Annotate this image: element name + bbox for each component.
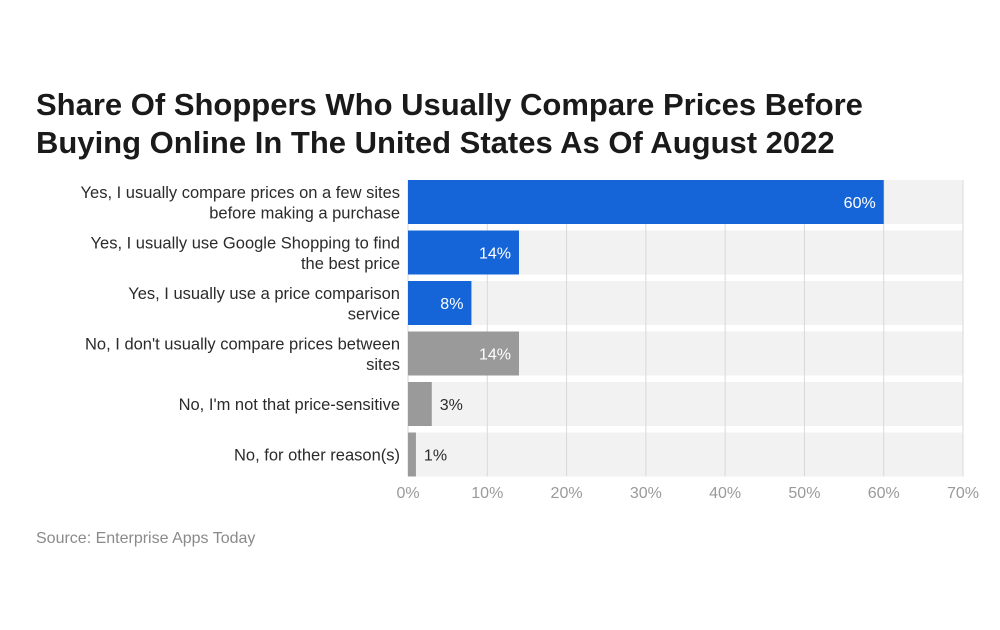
category-label-line: before making a purchase bbox=[209, 204, 400, 222]
category-label: Yes, I usually use a price comparison ser… bbox=[128, 285, 400, 324]
category-label-line: the best price bbox=[301, 255, 400, 273]
category-label: No, I don't usually compare prices betwe… bbox=[85, 335, 400, 374]
chart-title: Share Of Shoppers Who Usually Compare Pr… bbox=[36, 86, 936, 162]
category-label: Yes, I usually use Google Shopping to fi… bbox=[91, 234, 400, 273]
chart-title-line-1: Share Of Shoppers Who Usually Compare Pr… bbox=[36, 87, 863, 122]
x-tick-label: 50% bbox=[788, 485, 820, 502]
category-label-line: sites bbox=[366, 356, 400, 374]
value-label: 60% bbox=[844, 195, 876, 212]
category-label-line: service bbox=[348, 305, 400, 323]
bar bbox=[408, 180, 884, 224]
x-tick-label: 70% bbox=[947, 485, 979, 502]
category-label: No, I'm not that price-sensitive bbox=[179, 396, 400, 414]
category-label: No, for other reason(s) bbox=[234, 447, 400, 465]
category-label: Yes, I usually compare prices on a few s… bbox=[81, 184, 400, 223]
x-tick-label: 20% bbox=[551, 485, 583, 502]
source-note: Source: Enterprise Apps Today bbox=[36, 530, 256, 547]
bar bbox=[408, 230, 519, 275]
bar bbox=[408, 432, 416, 477]
bar bbox=[408, 331, 519, 376]
bar bbox=[408, 382, 432, 426]
category-label-line: No, for other reason(s) bbox=[234, 447, 400, 465]
x-tick-label: 60% bbox=[868, 485, 900, 502]
x-tick-label: 0% bbox=[396, 485, 419, 502]
category-label-line: Yes, I usually use Google Shopping to fi… bbox=[91, 234, 400, 252]
category-label-line: No, I don't usually compare prices betwe… bbox=[85, 335, 400, 353]
value-label: 3% bbox=[440, 397, 463, 414]
x-tick-label: 40% bbox=[709, 485, 741, 502]
x-tick-label: 10% bbox=[471, 485, 503, 502]
value-label: 14% bbox=[479, 347, 511, 364]
value-label: 8% bbox=[440, 296, 463, 313]
value-label: 1% bbox=[424, 448, 447, 465]
value-label: 14% bbox=[479, 246, 511, 263]
chart-title-line-2: Buying Online In The United States As Of… bbox=[36, 125, 835, 160]
x-tick-label: 30% bbox=[630, 485, 662, 502]
bar bbox=[408, 281, 472, 325]
bar-track bbox=[408, 281, 963, 325]
category-label-line: No, I'm not that price-sensitive bbox=[179, 396, 400, 414]
bar-track bbox=[408, 382, 963, 426]
category-label-line: Yes, I usually use a price comparison bbox=[128, 285, 400, 303]
bar-track bbox=[408, 432, 963, 477]
category-label-line: Yes, I usually compare prices on a few s… bbox=[81, 184, 400, 202]
